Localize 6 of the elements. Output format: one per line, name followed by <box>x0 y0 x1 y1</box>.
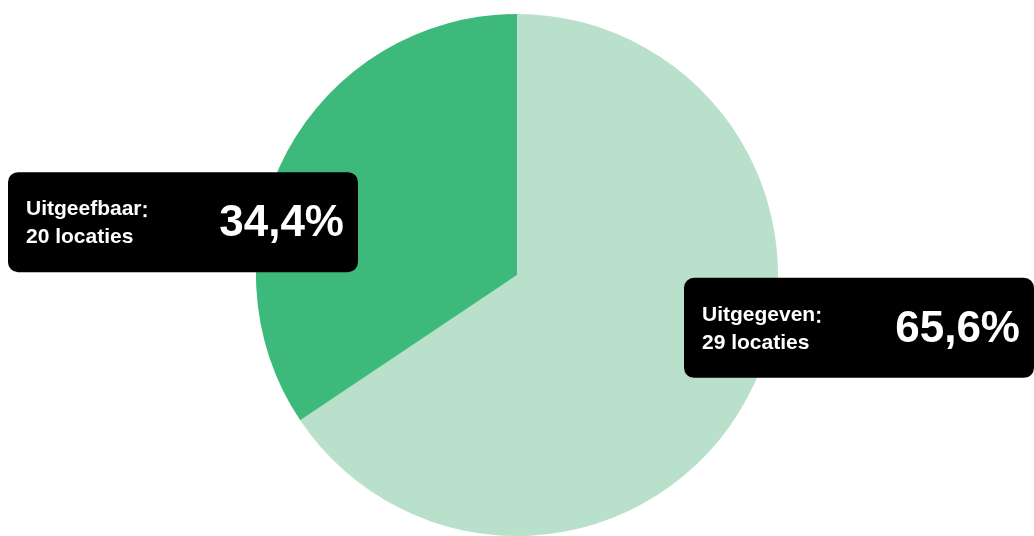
text: 20 locaties <box>26 223 134 247</box>
text: 29 locaties <box>702 329 810 353</box>
slice-label: Uitgeefbaar <box>26 195 142 219</box>
data-label: 65,6% <box>895 301 1020 351</box>
data-label: 34,4% <box>219 196 344 246</box>
slice-label: Uitgegeven <box>702 301 816 325</box>
